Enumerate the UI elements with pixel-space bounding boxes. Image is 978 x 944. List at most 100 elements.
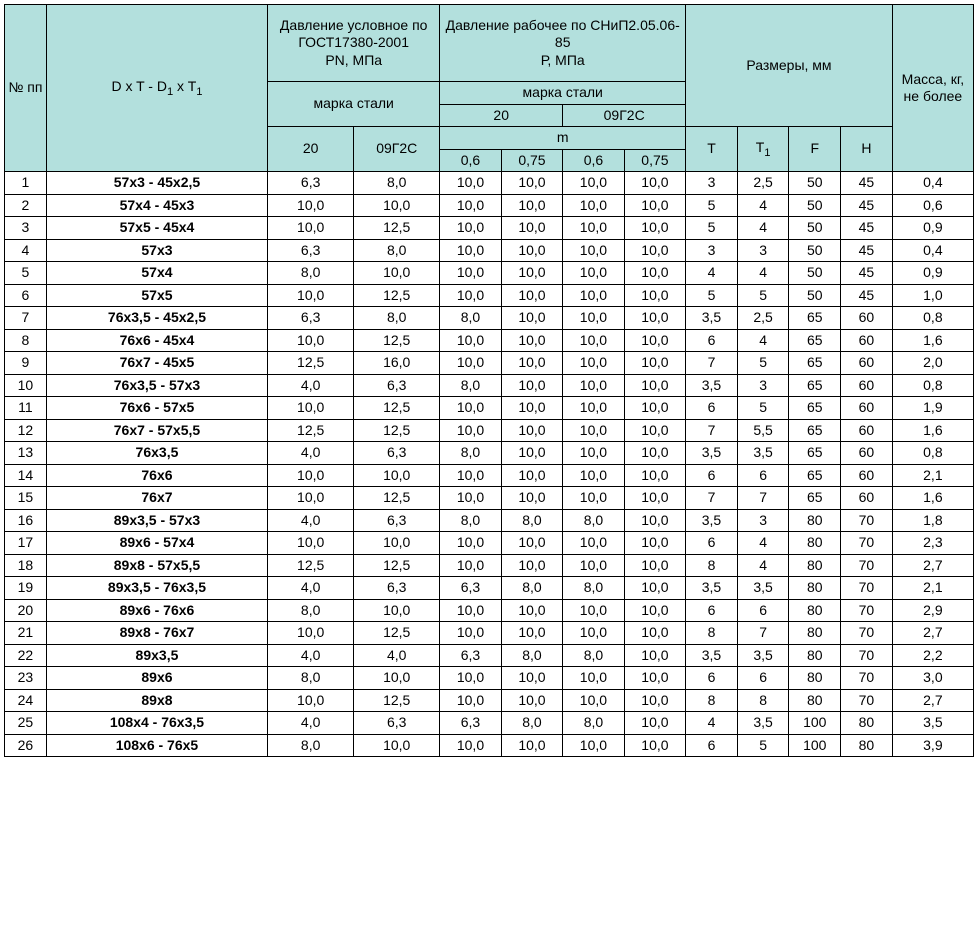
table-row: 26108x6 - 76x58,010,010,010,010,010,0651…	[5, 734, 974, 757]
row-p20: 6,3	[268, 239, 354, 262]
row-p09: 8,0	[354, 239, 440, 262]
row-m1: 6,3	[440, 644, 501, 667]
row-mass: 2,1	[892, 577, 973, 600]
row-F: 80	[789, 554, 841, 577]
row-num: 5	[5, 262, 47, 285]
row-H: 70	[841, 532, 893, 555]
row-T1: 3	[737, 509, 789, 532]
row-mass: 1,6	[892, 487, 973, 510]
row-T1: 3	[737, 239, 789, 262]
table-row: 2289x3,54,04,06,38,08,010,03,53,580702,2	[5, 644, 974, 667]
row-m1: 10,0	[440, 217, 501, 240]
row-m2: 8,0	[501, 644, 562, 667]
hdr-m06b: 0,6	[563, 149, 624, 172]
row-num: 9	[5, 352, 47, 375]
row-p09: 12,5	[354, 284, 440, 307]
row-dim: 89x6	[46, 667, 267, 690]
row-mass: 2,9	[892, 599, 973, 622]
row-num: 20	[5, 599, 47, 622]
row-m1: 10,0	[440, 622, 501, 645]
row-T1: 7	[737, 622, 789, 645]
row-H: 80	[841, 712, 893, 735]
row-m3: 8,0	[563, 712, 624, 735]
row-num: 6	[5, 284, 47, 307]
row-p09: 6,3	[354, 509, 440, 532]
row-H: 70	[841, 644, 893, 667]
row-T1: 6	[737, 464, 789, 487]
row-m3: 8,0	[563, 509, 624, 532]
row-m4: 10,0	[624, 217, 686, 240]
row-p20: 10,0	[268, 284, 354, 307]
row-m2: 10,0	[501, 554, 562, 577]
row-m4: 10,0	[624, 712, 686, 735]
row-m1: 10,0	[440, 419, 501, 442]
row-m1: 10,0	[440, 532, 501, 555]
row-H: 70	[841, 577, 893, 600]
row-dim: 76x3,5 - 45x2,5	[46, 307, 267, 330]
row-H: 60	[841, 329, 893, 352]
row-dim: 76x3,5 - 57x3	[46, 374, 267, 397]
row-T: 4	[686, 262, 738, 285]
row-H: 70	[841, 667, 893, 690]
row-p20: 4,0	[268, 509, 354, 532]
table-header: № пп D x T - D1 x T1 Давление условное п…	[5, 5, 974, 172]
row-m4: 10,0	[624, 419, 686, 442]
table-row: 1889x8 - 57x5,512,512,510,010,010,010,08…	[5, 554, 974, 577]
row-T: 5	[686, 217, 738, 240]
row-p20: 10,0	[268, 622, 354, 645]
row-T1: 5	[737, 352, 789, 375]
row-mass: 0,9	[892, 262, 973, 285]
row-num: 26	[5, 734, 47, 757]
row-H: 60	[841, 464, 893, 487]
row-m4: 10,0	[624, 442, 686, 465]
row-m2: 10,0	[501, 217, 562, 240]
row-F: 50	[789, 262, 841, 285]
row-m1: 10,0	[440, 172, 501, 195]
table-row: 1276x7 - 57x5,512,512,510,010,010,010,07…	[5, 419, 974, 442]
row-p20: 8,0	[268, 734, 354, 757]
table-row: 876x6 - 45x410,012,510,010,010,010,06465…	[5, 329, 974, 352]
row-m1: 10,0	[440, 262, 501, 285]
row-T: 3,5	[686, 442, 738, 465]
row-m2: 10,0	[501, 374, 562, 397]
row-num: 7	[5, 307, 47, 330]
row-T1: 3,5	[737, 442, 789, 465]
row-p20: 6,3	[268, 172, 354, 195]
row-H: 45	[841, 217, 893, 240]
row-m3: 10,0	[563, 329, 624, 352]
row-T1: 4	[737, 262, 789, 285]
row-m4: 10,0	[624, 284, 686, 307]
hdr-m: m	[440, 127, 686, 150]
table-row: 457x36,38,010,010,010,010,03350450,4	[5, 239, 974, 262]
row-m4: 10,0	[624, 509, 686, 532]
hdr-steel-p: марка стали	[440, 82, 686, 105]
row-p20: 4,0	[268, 644, 354, 667]
row-m1: 8,0	[440, 374, 501, 397]
row-num: 18	[5, 554, 47, 577]
row-T: 5	[686, 194, 738, 217]
row-m3: 10,0	[563, 352, 624, 375]
row-dim: 76x7 - 57x5,5	[46, 419, 267, 442]
row-num: 8	[5, 329, 47, 352]
row-mass: 3,0	[892, 667, 973, 690]
row-T: 3,5	[686, 577, 738, 600]
row-m4: 10,0	[624, 329, 686, 352]
table-row: 1476x610,010,010,010,010,010,06665602,1	[5, 464, 974, 487]
hdr-m06a: 0,6	[440, 149, 501, 172]
row-num: 14	[5, 464, 47, 487]
row-m4: 10,0	[624, 622, 686, 645]
row-num: 10	[5, 374, 47, 397]
row-p09: 8,0	[354, 172, 440, 195]
row-F: 80	[789, 599, 841, 622]
hdr-dim: D x T - D1 x T1	[46, 5, 267, 172]
row-dim: 57x5 - 45x4	[46, 217, 267, 240]
row-mass: 0,8	[892, 374, 973, 397]
row-F: 80	[789, 622, 841, 645]
row-T1: 6	[737, 599, 789, 622]
row-T: 4	[686, 712, 738, 735]
row-m2: 10,0	[501, 194, 562, 217]
row-p20: 10,0	[268, 217, 354, 240]
row-H: 60	[841, 374, 893, 397]
row-T: 6	[686, 734, 738, 757]
row-num: 13	[5, 442, 47, 465]
